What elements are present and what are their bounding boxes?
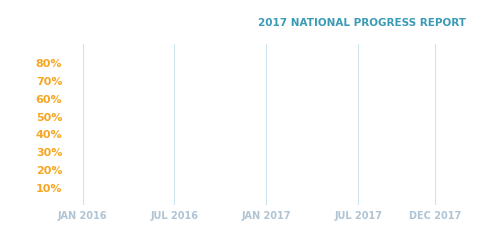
Text: 2017 NATIONAL PROGRESS REPORT: 2017 NATIONAL PROGRESS REPORT — [258, 18, 466, 28]
